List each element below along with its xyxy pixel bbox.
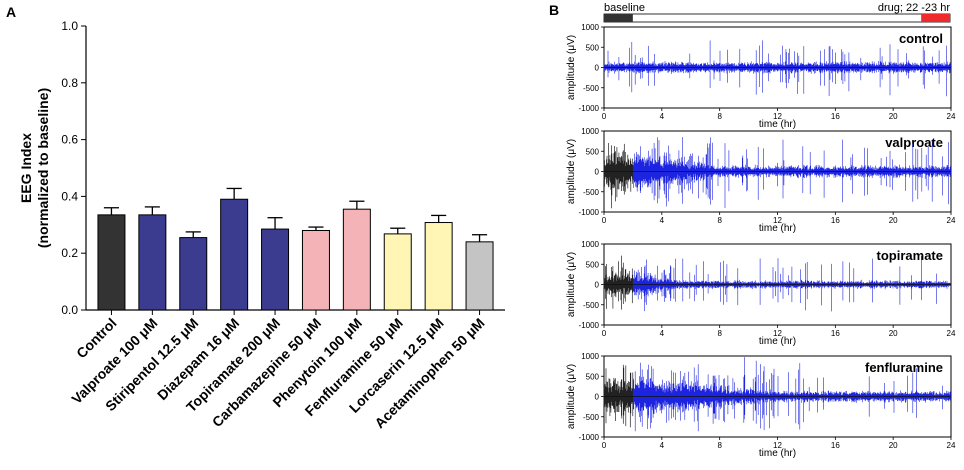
bar xyxy=(179,237,208,311)
x-tick-label: 4 xyxy=(660,216,665,225)
y-tick-label: 0.8 xyxy=(61,76,78,90)
x-tick-label: 0 xyxy=(602,329,607,338)
x-tick-label: 20 xyxy=(889,441,898,450)
x-tick-label: 24 xyxy=(947,441,956,450)
x-tick-label: 4 xyxy=(660,329,665,338)
y-tick-label: -1000 xyxy=(579,104,600,113)
panel-title: valproate xyxy=(885,135,943,150)
y-tick-label: 1000 xyxy=(581,23,599,32)
panel-title: control xyxy=(899,31,943,46)
x-tick-label: 12 xyxy=(773,441,782,450)
x-tick-label: 24 xyxy=(947,329,956,338)
panel-title: fenfluramine xyxy=(865,360,943,375)
y-tick-label: 0.4 xyxy=(61,189,78,203)
y-tick-label: 500 xyxy=(586,260,600,269)
y-tick-label: 0 xyxy=(595,168,600,177)
y-tick-label: -500 xyxy=(583,301,600,310)
x-tick-label: 20 xyxy=(889,112,898,121)
x-axis-label: time (hr) xyxy=(759,336,796,347)
x-tick-label: 12 xyxy=(773,112,782,121)
y-tick-label: -1000 xyxy=(579,433,600,442)
x-tick-label: 4 xyxy=(660,441,665,450)
x-tick-label: 0 xyxy=(602,216,607,225)
x-tick-label: 8 xyxy=(717,441,722,450)
timeline-baseline-label: baseline xyxy=(604,2,645,14)
y-axis-label: amplitude (μV) xyxy=(566,364,577,429)
timeline-bar: baseline drug; 22 -23 hr xyxy=(603,2,951,23)
x-tick-label: 20 xyxy=(889,216,898,225)
x-tick-label: 24 xyxy=(947,112,956,121)
y-tick-label: 0.0 xyxy=(61,303,78,317)
x-tick-label: 8 xyxy=(717,112,722,121)
bar xyxy=(342,208,371,311)
x-tick-label: 24 xyxy=(947,216,956,225)
y-axis-label-line1: EEG Index xyxy=(18,133,34,203)
timeline-track xyxy=(603,13,951,23)
bar xyxy=(261,228,290,311)
y-axis-label-line2: (normalized to baseline) xyxy=(35,88,51,248)
timeline-baseline-segment xyxy=(604,14,633,22)
x-tick-label: 8 xyxy=(717,216,722,225)
y-axis-label: amplitude (μV) xyxy=(566,139,577,204)
panel-a-letter: A xyxy=(6,4,16,20)
y-tick-label: 500 xyxy=(586,147,600,156)
x-tick-label: 12 xyxy=(773,216,782,225)
y-tick-label: 500 xyxy=(586,43,600,52)
y-tick-label: 1000 xyxy=(581,240,599,249)
y-tick-label: 0 xyxy=(595,281,600,290)
timeline-drug-label: drug; 22 -23 hr xyxy=(878,2,950,14)
y-tick-label: 1.0 xyxy=(61,19,78,33)
y-tick-label: -500 xyxy=(583,188,600,197)
x-tick-label: 16 xyxy=(831,441,840,450)
y-tick-label: -1000 xyxy=(579,208,600,217)
bar xyxy=(138,214,167,311)
y-tick-label: -500 xyxy=(583,84,600,93)
y-tick-label: -500 xyxy=(583,413,600,422)
bar xyxy=(465,241,494,311)
bar xyxy=(220,198,249,311)
x-axis-label: time (hr) xyxy=(759,223,796,234)
x-tick-label: 16 xyxy=(831,329,840,338)
panel-b-letter: B xyxy=(549,2,559,18)
x-axis-label: time (hr) xyxy=(759,119,796,130)
x-tick-label: 0 xyxy=(602,441,607,450)
panel-a-bar-chart: 0.0 0.2 0.4 0.6 0.8 1.0 EEG Index(normalized t… xyxy=(18,19,505,431)
x-tick-label: 4 xyxy=(660,112,665,121)
x-tick-label: 20 xyxy=(889,329,898,338)
y-tick-label: -1000 xyxy=(579,321,600,330)
y-tick-label: 1000 xyxy=(581,352,599,361)
y-tick-label: 500 xyxy=(586,372,600,381)
panel-title: topiramate xyxy=(877,248,943,263)
y-tick-label: 0 xyxy=(595,393,600,402)
y-tick-label: 0.2 xyxy=(61,246,78,260)
bar xyxy=(301,229,330,311)
bar xyxy=(424,222,453,311)
x-tick-label: 16 xyxy=(831,112,840,121)
y-tick-label: 0 xyxy=(595,64,600,73)
x-tick-label: 16 xyxy=(831,216,840,225)
timeline-drug-segment xyxy=(921,14,950,22)
x-tick-label: 8 xyxy=(717,329,722,338)
bar xyxy=(97,214,126,311)
y-tick-label: 1000 xyxy=(581,127,599,136)
bar xyxy=(383,233,412,311)
y-axis-label: amplitude (μV) xyxy=(566,252,577,317)
x-tick-label: 0 xyxy=(602,112,607,121)
x-axis-label: time (hr) xyxy=(759,448,796,459)
y-axis-label: EEG Index(normalized to baseline) xyxy=(18,88,51,248)
x-tick-label: 12 xyxy=(773,329,782,338)
y-tick-label: 0.6 xyxy=(61,133,78,147)
y-axis-label: amplitude (μV) xyxy=(566,35,577,100)
